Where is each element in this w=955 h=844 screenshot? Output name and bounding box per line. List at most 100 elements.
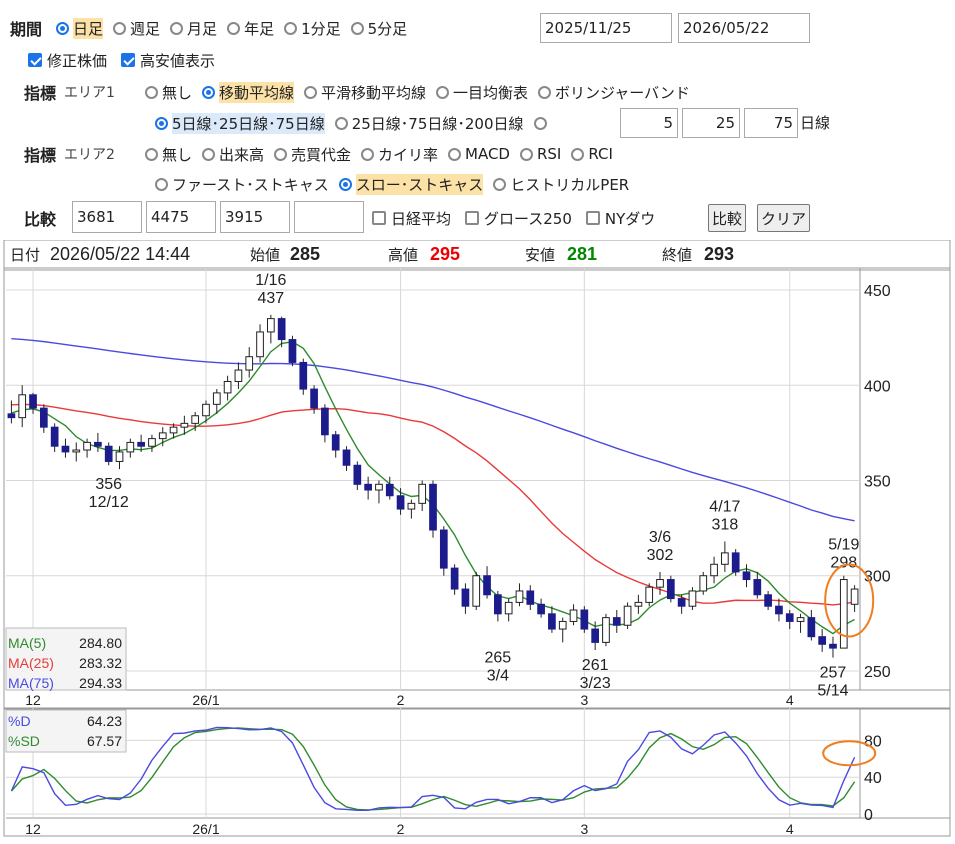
candle-body (807, 617, 816, 638)
candle-body (558, 620, 567, 630)
y-tick-label: 400 (864, 378, 891, 395)
ind2-macd[interactable]: MACD (448, 145, 510, 163)
stoch-legend-name: %SD (8, 733, 40, 749)
period-yearly[interactable]: 年足 (227, 18, 274, 39)
annotation-date: 4/17 (709, 498, 740, 515)
ind2-volume[interactable]: 出来高 (201, 144, 264, 165)
ind2-historical-per[interactable]: ヒストリカルPER (493, 174, 629, 195)
candle-body (548, 613, 556, 630)
candle-body (699, 575, 708, 592)
annotation-date: 1/16 (255, 272, 286, 289)
candle-body (234, 369, 243, 382)
candle-body (666, 579, 675, 600)
stoch-panel-frame (3, 707, 951, 837)
stoch-sd-line (10, 727, 856, 811)
date-to-input[interactable]: 2026/05/22 (678, 13, 810, 43)
candle-body (288, 339, 297, 363)
ind1-ma[interactable]: 移動平均線 (201, 81, 294, 103)
chart-header-box (3, 240, 951, 271)
compare-code-2[interactable]: 4475 (146, 201, 216, 233)
period-monthly[interactable]: 月足 (170, 18, 217, 39)
candle-body (721, 552, 729, 565)
annotation-date: 3/4 (487, 667, 509, 684)
compare-code-4[interactable] (294, 201, 364, 233)
period-daily[interactable]: 日足 (56, 17, 104, 39)
compare-code-1[interactable]: 3681 (72, 201, 142, 233)
stoch-x-tick-label: 12 (25, 821, 41, 837)
ma-row: 5日線･25日線･75日線 25日線･75日線･200日線 (155, 109, 561, 137)
ma-custom-1[interactable]: 5 (620, 108, 678, 138)
x-tick-label: 26/1 (192, 692, 219, 708)
candle-body (439, 529, 448, 569)
candle-body (158, 432, 167, 440)
area1-label: エリア1 (64, 85, 115, 101)
compare-button[interactable]: 比較 (708, 204, 747, 232)
candle-body (321, 407, 329, 436)
candle-body (839, 579, 848, 649)
ind2-rsi[interactable]: RSI (519, 145, 561, 163)
ind2-rci[interactable]: RCI (571, 145, 613, 163)
candle-body (483, 575, 491, 596)
compare-checks: 日経平均 グロース250 NYダウ (372, 204, 669, 232)
ind1-none[interactable]: 無し (144, 82, 192, 103)
ma-unit: 日線 (800, 114, 831, 132)
stock-chart: 日付 2026/05/22 14:44 始値 285 高値 295 安値 281 終値 29325… (3, 240, 951, 837)
candle-body (115, 451, 124, 462)
annotation-date: 3/6 (649, 529, 671, 546)
stoch-x-tick-label: 3 (580, 821, 588, 837)
candle-body (7, 413, 16, 419)
x-tick-label: 4 (786, 692, 794, 708)
ind2-turnover[interactable]: 売買代金 (273, 144, 351, 165)
annotation-date: 5/14 (817, 683, 848, 700)
period-5min[interactable]: 5分足 (350, 18, 407, 39)
ma-5-25-75[interactable]: 5日線･25日線･75日線 (155, 112, 325, 134)
nikkei-checkbox[interactable]: 日経平均 (372, 208, 451, 229)
date-from-input[interactable]: 2025/11/25 (540, 13, 672, 43)
ma75-line (11, 338, 855, 522)
ind2-slow-stoch[interactable]: スロー･ストキャス (338, 173, 484, 195)
ma-25-75-200[interactable]: 25日線･75日線･200日線 (334, 113, 524, 134)
ind1-ichimoku[interactable]: 一目均衡表 (435, 82, 528, 103)
candle-body (753, 579, 762, 596)
growth250-checkbox[interactable]: グロース250 (465, 208, 572, 229)
header-low: 281 (567, 244, 597, 264)
candle-body (148, 438, 156, 447)
compare-code-3[interactable]: 3915 (220, 201, 290, 233)
candle-body (450, 567, 459, 590)
candle-body (277, 318, 286, 341)
annotation-value: 298 (830, 555, 857, 572)
header-date: 2026/05/22 14:44 (50, 244, 190, 264)
stoch-tick-label: 40 (864, 770, 882, 787)
candle-body (569, 609, 578, 622)
candle-body (299, 361, 308, 390)
header-close-label: 終値 (662, 247, 692, 264)
candle-body (83, 441, 91, 451)
clear-button[interactable]: クリア (757, 204, 811, 232)
ind2-fast-stoch[interactable]: ファースト･ストキャス (155, 174, 329, 195)
ind1-ema[interactable]: 平滑移動平均線 (303, 82, 426, 103)
candle-body (137, 441, 145, 447)
nydow-checkbox[interactable]: NYダウ (585, 208, 655, 229)
adjusted-price-checkbox[interactable]: 修正株価 (28, 50, 107, 71)
period-1min[interactable]: 1分足 (284, 18, 341, 39)
candle-body (223, 380, 232, 394)
ind2-none[interactable]: 無し (144, 144, 192, 165)
candle-body (375, 483, 383, 491)
candle-body (94, 441, 102, 447)
ma-custom[interactable] (533, 116, 551, 130)
candle-body (429, 483, 437, 531)
ma-custom-2[interactable]: 25 (682, 108, 740, 138)
candle-body (72, 449, 81, 453)
ind2-deviation[interactable]: カイリ率 (360, 144, 438, 165)
area2-label: エリア2 (64, 147, 115, 163)
candle-body (396, 495, 405, 510)
period-label: 期間 (10, 20, 43, 39)
candle-body (656, 579, 664, 588)
indicator2-row2: ファースト･ストキャス スロー･ストキャス ヒストリカルPER (155, 170, 639, 198)
ma25-line (11, 403, 855, 606)
high-low-checkbox[interactable]: 高安値表示 (121, 50, 215, 71)
annotation-value: 265 (485, 649, 512, 666)
period-weekly[interactable]: 週足 (113, 18, 160, 39)
ind1-bollinger[interactable]: ボリンジャーバンド (538, 82, 690, 103)
ma-custom-3[interactable]: 75 (744, 108, 798, 138)
